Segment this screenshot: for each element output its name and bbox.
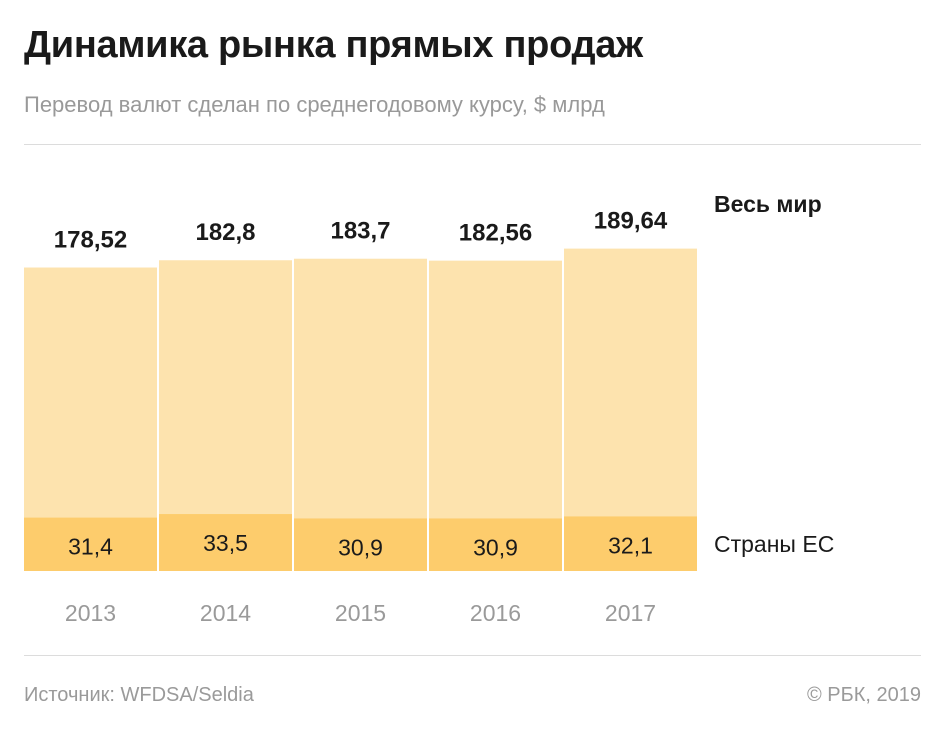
bar-eu-2016 <box>429 518 562 571</box>
value-label-eu-2014: 33,5 <box>203 530 248 556</box>
value-label-world-2017: 189,64 <box>594 208 668 235</box>
x-tick-label-2014: 2014 <box>200 600 251 626</box>
value-label-eu-2013: 31,4 <box>68 534 113 560</box>
bar-eu-2014 <box>159 514 292 571</box>
series-label-world: Весь мир <box>714 191 822 217</box>
x-tick-label-2017: 2017 <box>605 600 656 626</box>
top-divider <box>24 144 921 145</box>
value-label-world-2016: 182,56 <box>459 220 532 247</box>
value-label-eu-2017: 32,1 <box>608 532 653 558</box>
value-label-eu-2016: 30,9 <box>473 534 518 560</box>
chart-subtitle: Перевод валют сделан по среднегодовому к… <box>24 92 605 117</box>
value-label-world-2015: 183,7 <box>330 218 390 245</box>
value-label-world-2014: 182,8 <box>195 219 255 246</box>
copyright-note: © РБК, 2019 <box>806 684 921 706</box>
bottom-divider <box>24 655 921 656</box>
bar-eu-2017 <box>564 516 697 571</box>
value-label-world-2013: 178,52 <box>54 227 127 254</box>
chart-title: Динамика рынка прямых продаж <box>24 24 643 66</box>
x-tick-label-2016: 2016 <box>470 600 521 626</box>
bar-eu-2015 <box>294 518 427 571</box>
x-tick-label-2015: 2015 <box>335 600 386 626</box>
x-tick-label-2013: 2013 <box>65 600 116 626</box>
series-label-eu: Страны ЕС <box>714 531 834 557</box>
value-label-eu-2015: 30,9 <box>338 534 383 560</box>
source-note: Источник: WFDSA/Seldia <box>24 684 254 706</box>
bar-eu-2013 <box>24 517 157 571</box>
